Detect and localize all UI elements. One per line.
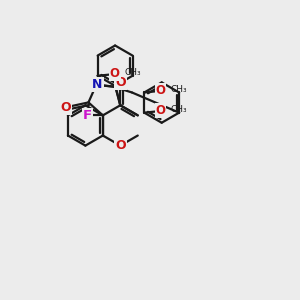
Text: N: N [92, 78, 103, 91]
Text: O: O [115, 139, 126, 152]
Text: O: O [155, 84, 166, 97]
Text: O: O [110, 67, 120, 80]
Text: O: O [115, 76, 126, 89]
Text: F: F [83, 109, 92, 122]
Text: O: O [155, 104, 166, 117]
Text: CH₃: CH₃ [170, 105, 187, 114]
Text: O: O [60, 101, 71, 114]
Text: CH₃: CH₃ [124, 68, 141, 77]
Text: CH₃: CH₃ [170, 85, 187, 94]
